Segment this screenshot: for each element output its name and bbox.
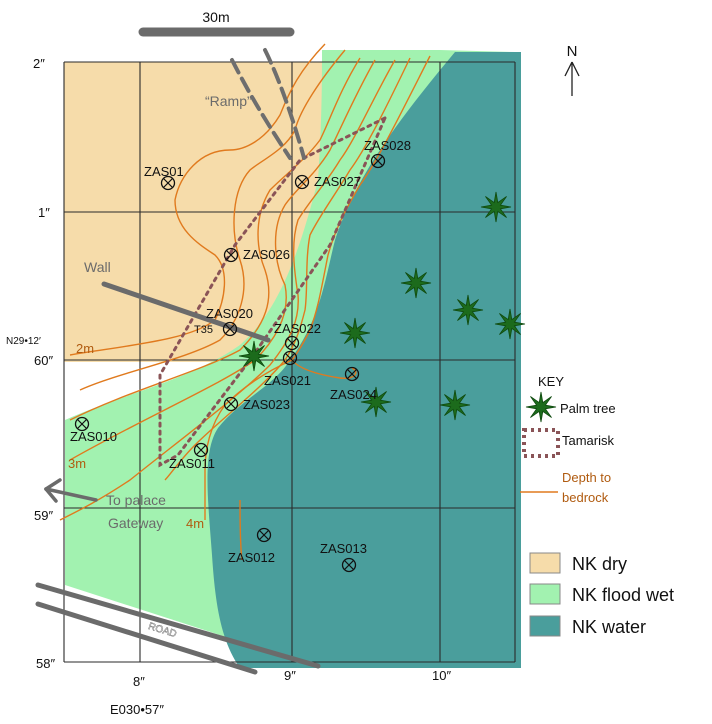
sample-marker-icon <box>341 557 357 573</box>
sample-marker-icon <box>344 366 360 382</box>
lat-label-60: 60″ <box>34 353 53 368</box>
sample-point-label: ZAS022 <box>274 321 321 336</box>
depth-label-4m: 4m <box>186 516 204 531</box>
lat-label-58: 58″ <box>36 656 55 671</box>
sample-point-label: ZAS011 <box>169 456 215 471</box>
legend-label-dry: NK dry <box>572 554 627 574</box>
lon-label-8: 8″ <box>133 674 145 689</box>
palm-tree-icon <box>452 294 484 326</box>
sample-point-label: ZAS012 <box>228 550 275 565</box>
key: KEY Palm tree Tamarisk Depth to bedrock <box>520 374 616 505</box>
palm-trees <box>238 191 526 421</box>
sample-point: ZAS024 <box>330 366 377 402</box>
sample-marker-icon <box>294 174 310 190</box>
to-palace-label: To palace <box>106 492 166 508</box>
sample-marker-icon <box>282 350 298 366</box>
sample-marker-icon <box>370 153 386 169</box>
key-palm-icon <box>525 391 557 423</box>
sample-marker-icon <box>223 396 239 412</box>
sample-point-label: ZAS026 <box>243 247 290 262</box>
bedrock-contours <box>59 43 431 561</box>
sample-marker-icon <box>193 442 209 458</box>
key-depth-label-2: bedrock <box>562 490 609 505</box>
t35-label: T35 <box>194 324 213 336</box>
lat-label-2: 2″ <box>33 56 45 71</box>
wall-label: Wall <box>84 259 111 275</box>
tamarisk-boundary <box>158 114 389 468</box>
sample-point: ZAS012 <box>228 527 275 565</box>
north-arrow-icon <box>564 61 580 96</box>
sample-point: ZAS023 <box>223 396 290 412</box>
legend-label-water: NK water <box>572 617 646 637</box>
lon-label-10: 10″ <box>432 668 451 683</box>
palm-tree-icon <box>238 340 270 372</box>
sample-point: ZAS022 <box>274 321 321 351</box>
legend-swatch-flood-wet <box>529 583 561 605</box>
sample-point: ZAS01 <box>144 164 184 191</box>
sample-point-label: ZAS020 <box>206 306 253 321</box>
palace-arrow <box>44 478 98 503</box>
lat-label-1: 1″ <box>38 205 50 220</box>
legend-label-flood-wet: NK flood wet <box>572 585 674 605</box>
sample-point: ZAS026 <box>223 247 290 263</box>
ramp-label: “Ramp” <box>205 93 252 109</box>
sample-marker-icon <box>222 321 238 337</box>
key-tamarisk-label: Tamarisk <box>562 433 615 448</box>
key-palm-label: Palm tree <box>560 401 616 416</box>
sample-point-label: ZAS021 <box>264 373 311 388</box>
legend-swatch-dry <box>529 552 561 574</box>
key-title: KEY <box>538 374 564 389</box>
sample-point: ZAS021 <box>264 350 311 388</box>
lon-label-9: 9″ <box>284 668 296 683</box>
legend-swatch-water <box>529 615 561 637</box>
sample-marker-icon <box>74 416 90 432</box>
sample-point: ZAS010 <box>70 416 117 444</box>
road <box>35 582 321 675</box>
sample-point: ZAS027 <box>294 174 361 190</box>
north-label: N <box>567 43 578 60</box>
gateway-label: Gateway <box>108 515 163 531</box>
sample-marker-icon <box>223 247 239 263</box>
sample-point-label: ZAS027 <box>314 174 361 189</box>
sample-marker-icon <box>160 175 176 191</box>
sample-point-label: ZAS023 <box>243 397 290 412</box>
palm-tree-icon <box>360 386 392 418</box>
palm-tree-icon <box>494 308 526 340</box>
palm-tree-icon <box>400 267 432 299</box>
sample-point: ZAS013 <box>320 541 367 573</box>
key-depth-label-1: Depth to <box>562 470 611 485</box>
wall-line <box>101 281 271 343</box>
legend: NK dry NK flood wet NK water <box>529 552 674 637</box>
ramp-lines <box>230 48 306 160</box>
sample-point-label: ZAS024 <box>330 387 377 402</box>
sample-points: ZAS01 ZAS028 ZAS027 ZAS026 ZAS020 ZAS022 ZAS02… <box>70 138 411 573</box>
sample-point: ZAS020 <box>206 306 253 337</box>
scale-bar-label: 30m <box>202 9 229 25</box>
sample-marker-icon <box>256 527 272 543</box>
depth-label-2m: 2m <box>76 341 94 356</box>
sample-point-label: ZAS010 <box>70 429 117 444</box>
lat-ref-label: N29•12′ <box>6 336 41 347</box>
lon-ref-label: E030•57″ <box>110 702 164 717</box>
sample-marker-icon <box>284 335 300 351</box>
palm-tree-icon <box>339 317 371 349</box>
key-tamarisk-icon <box>522 428 560 458</box>
lat-label-59: 59″ <box>34 508 53 523</box>
palm-tree-icon <box>525 391 557 423</box>
depth-label-3m: 3m <box>68 456 86 471</box>
sample-point-label: ZAS01 <box>144 164 184 179</box>
sample-point-label: ZAS013 <box>320 541 367 556</box>
sample-point-label: ZAS028 <box>364 138 411 153</box>
grid <box>63 61 516 663</box>
palm-tree-icon <box>480 191 512 223</box>
palm-tree-icon <box>439 389 471 421</box>
sample-point: ZAS028 <box>364 138 411 169</box>
sample-point: ZAS011 <box>169 442 215 471</box>
